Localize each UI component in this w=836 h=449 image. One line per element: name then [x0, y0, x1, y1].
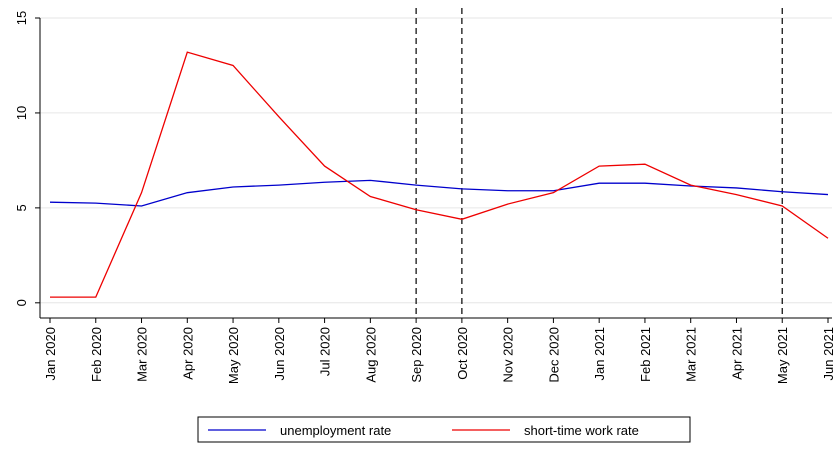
y-tick-label: 0 [14, 299, 29, 306]
x-tick-label: Mar 2021 [684, 327, 699, 382]
x-tick-label: Aug 2020 [363, 327, 378, 383]
x-tick-label: Feb 2021 [638, 327, 653, 382]
x-tick-label: Feb 2020 [89, 327, 104, 382]
x-tick-label: Apr 2021 [729, 327, 744, 380]
x-tick-label: May 2020 [226, 327, 241, 384]
x-tick-label: Dec 2020 [546, 327, 561, 383]
x-tick-label: Jun 2020 [272, 327, 287, 381]
x-tick-label: Nov 2020 [501, 327, 516, 383]
y-tick-label: 10 [14, 106, 29, 120]
legend-label: short-time work rate [524, 423, 639, 438]
series-line [49, 179, 829, 207]
x-tick-label: Oct 2020 [455, 327, 470, 380]
x-tick-label: Jul 2020 [318, 327, 333, 376]
legend [197, 416, 691, 443]
x-tick-label: Mar 2020 [135, 327, 150, 382]
y-tick-label: 5 [14, 204, 29, 211]
y-tick-label: 15 [14, 11, 29, 25]
series-line [50, 51, 829, 298]
legend-label: unemployment rate [280, 423, 391, 438]
x-tick-label: Jun 2021 [821, 327, 836, 381]
x-tick-label: Jan 2021 [592, 327, 607, 381]
x-tick-label: Sep 2020 [409, 327, 424, 383]
x-tick-label: Apr 2020 [180, 327, 195, 380]
x-tick-label: May 2021 [775, 327, 790, 384]
x-tick-label: Jan 2020 [43, 327, 58, 381]
